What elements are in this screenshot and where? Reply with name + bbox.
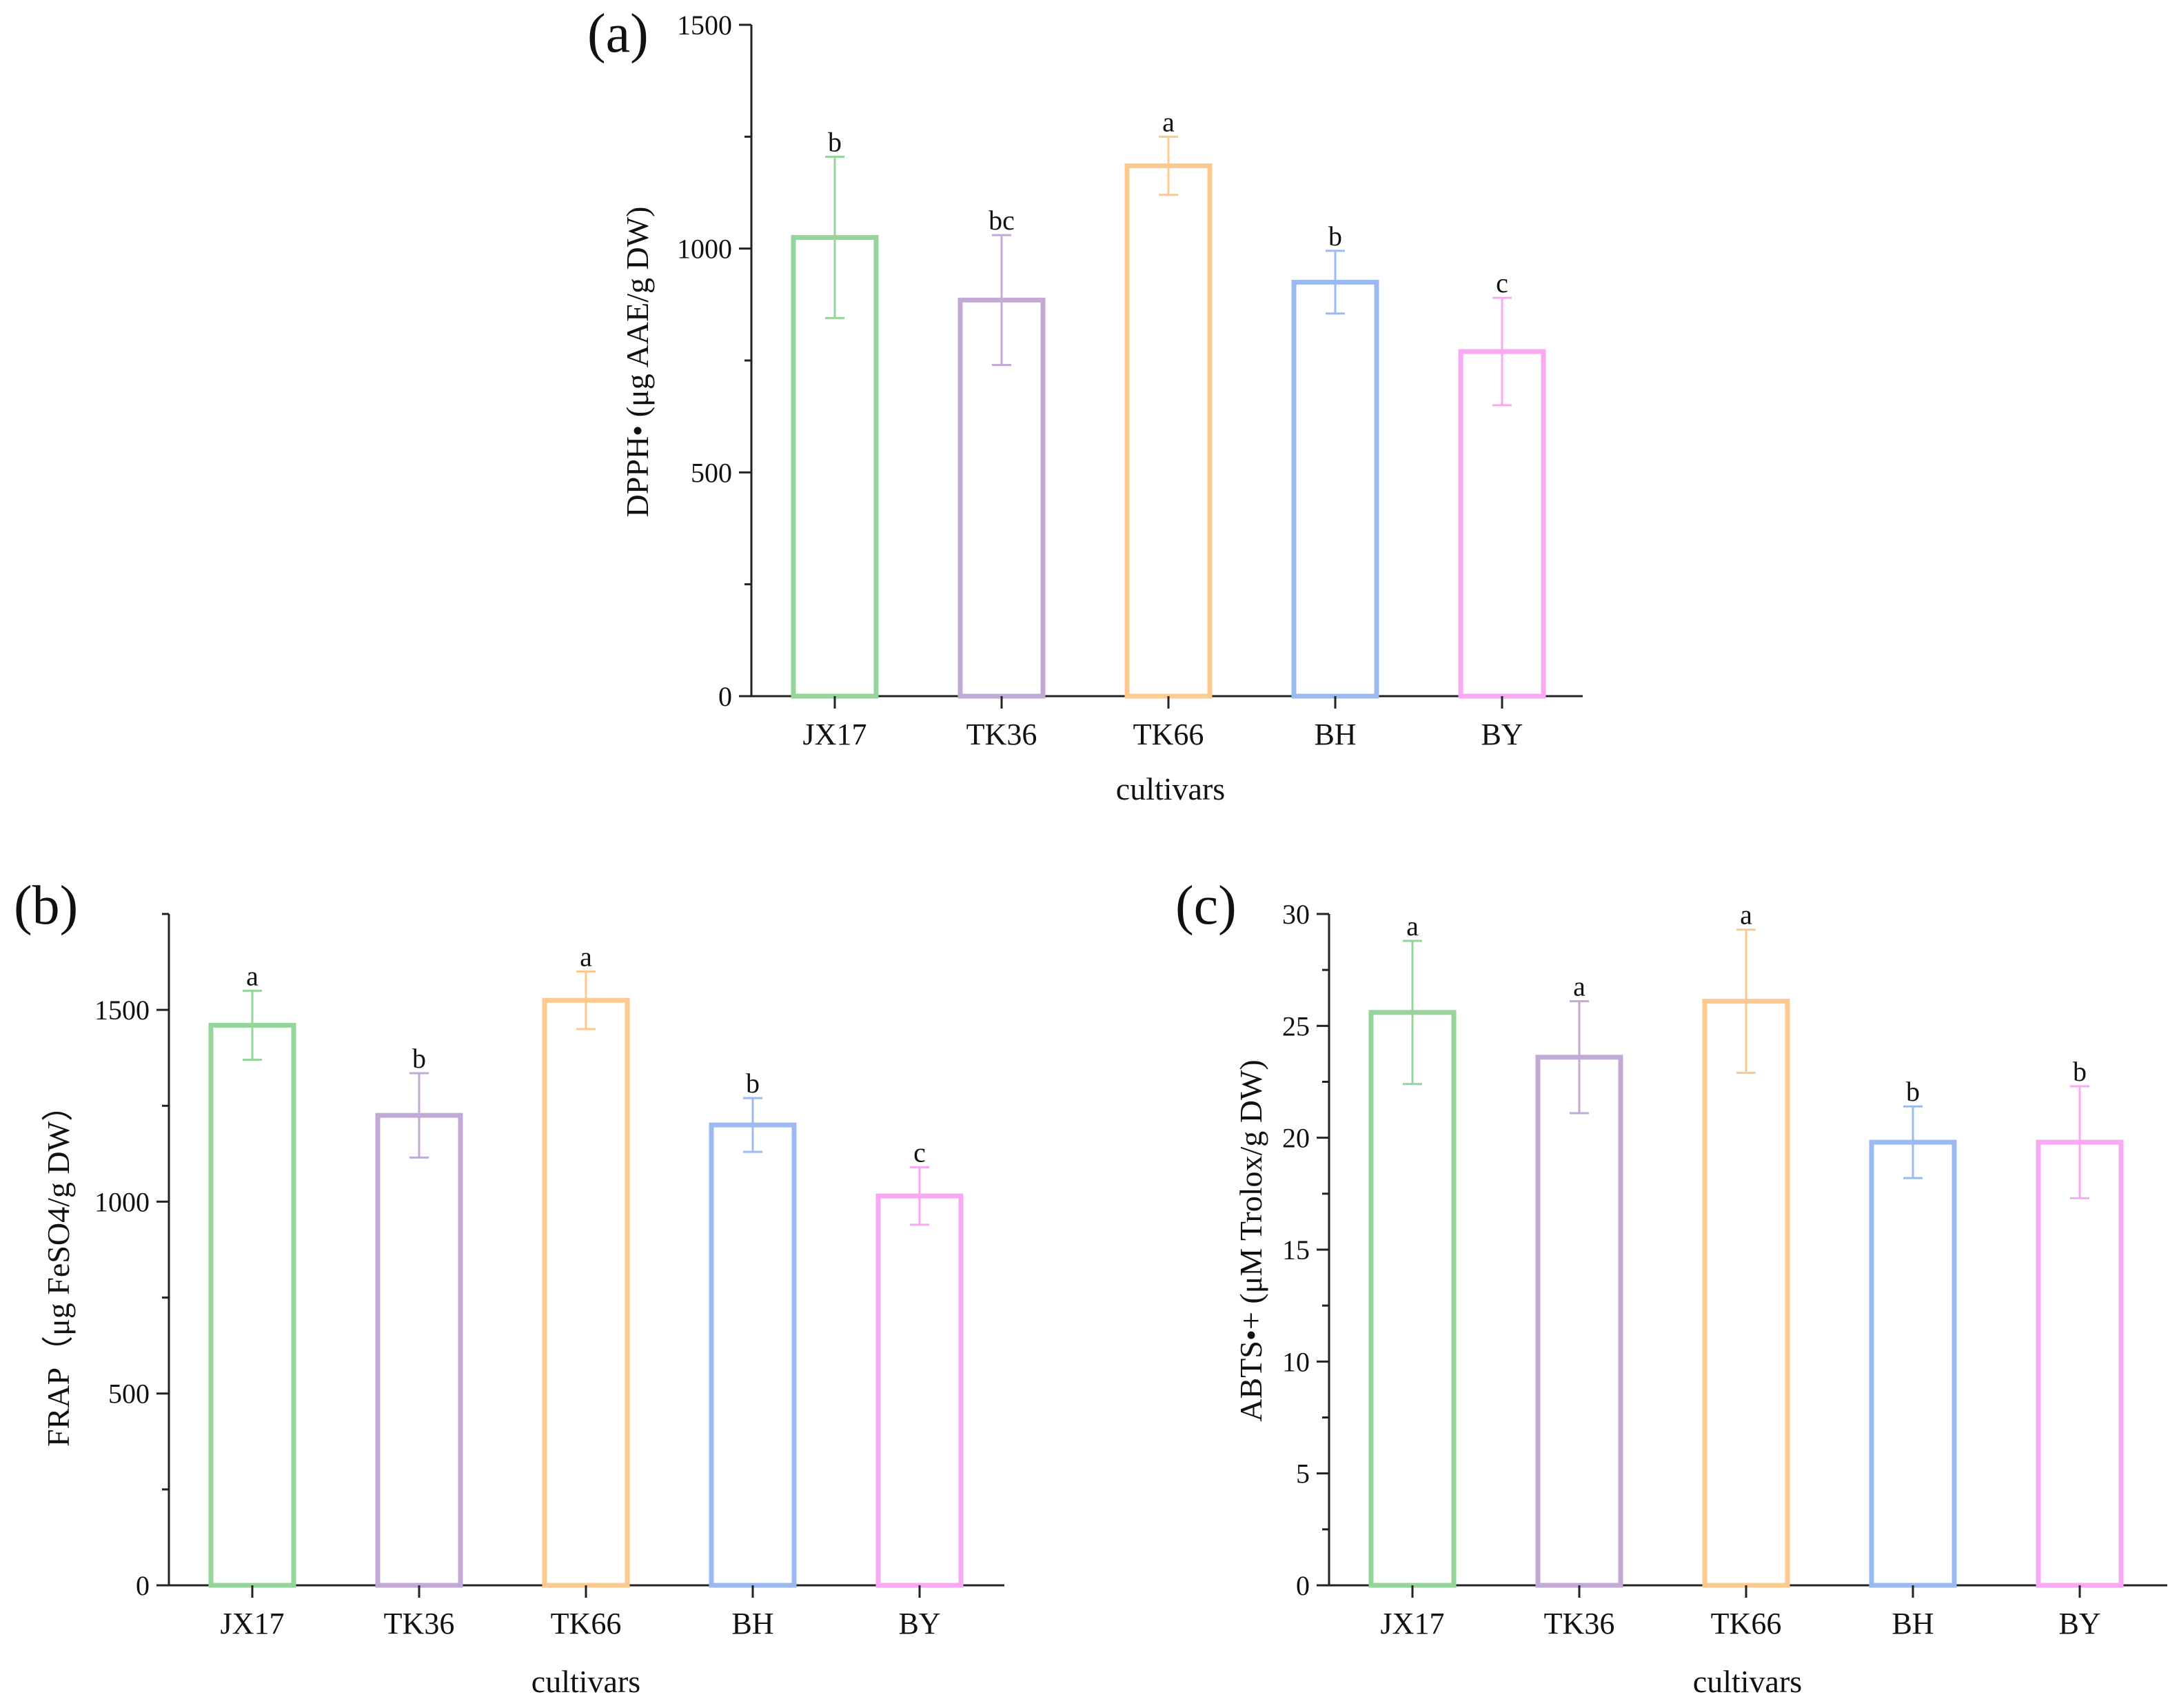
panel-c-x-tick-label: BH	[1892, 1607, 1934, 1640]
panel-c-y-tick-label: 20	[1282, 1123, 1310, 1154]
panel-a-y-tick-label: 1000	[677, 234, 732, 265]
panel-b-significance-label: a	[246, 960, 259, 991]
panel-b-y-axis-title: FRAP（μg FeSO4/g DW）	[41, 1090, 76, 1447]
panel-b-y-tick-label: 500	[108, 1379, 150, 1410]
panel-b-significance-label: b	[746, 1068, 760, 1099]
panel-c-x-tick-label: JX17	[1381, 1607, 1445, 1640]
panel-c-bar-bh	[1869, 1139, 1957, 1588]
panel-b-y-tick-label: 0	[136, 1570, 150, 1601]
panel-a-y-tick-label: 500	[691, 457, 732, 488]
panel-c-label: (c)	[1175, 875, 1237, 936]
panel-a-x-tick-label: BH	[1314, 718, 1356, 751]
panel-b: (b) FRAP（μg FeSO4/g DW） cultivars 0 500 10…	[14, 875, 1004, 1699]
panel-c-y-tick-label: 10	[1282, 1346, 1310, 1377]
panel-c-bar-tk36	[1535, 1055, 1623, 1588]
panel-a-significance-label: a	[1162, 106, 1175, 137]
panel-b-bar-bh	[709, 1122, 797, 1588]
panel-a-y-axis-title: DPPH• (μg AAE/g DW)	[620, 207, 655, 518]
panel-b-bar-by	[875, 1193, 964, 1588]
panel-c-significance-label: b	[1906, 1076, 1920, 1107]
panel-c-y-tick-label: 30	[1282, 899, 1310, 930]
panel-c-significance-label: b	[2073, 1056, 2087, 1087]
panel-c-y-tick-label: 0	[1296, 1570, 1310, 1601]
panel-a-x-tick-label: TK36	[966, 718, 1037, 751]
panel-c-x-tick-label: TK66	[1711, 1607, 1782, 1640]
panel-b-x-tick-label: JX17	[221, 1607, 285, 1640]
panel-b-y-tick-label: 1500	[94, 995, 150, 1026]
panel-b-x-tick-label: BH	[731, 1607, 773, 1640]
panel-a-y-tick-label: 1500	[677, 10, 732, 41]
panel-c-bar-jx17	[1368, 1010, 1457, 1588]
panel-a-y-tick-label: 0	[718, 681, 732, 712]
panel-a-significance-label: b	[828, 127, 842, 158]
panel-c-y-axis-title: ABTS•+ (μM Trolox/g DW)	[1233, 1059, 1268, 1422]
panel-a-x-axis-title: cultivars	[1116, 771, 1225, 806]
panel-b-y-tick-label: 1000	[94, 1186, 150, 1217]
panel-a-bar-bh	[1291, 279, 1379, 699]
panel-c-significance-label: a	[1740, 899, 1752, 931]
panel-a-significance-label: b	[1328, 221, 1342, 252]
panel-a-x-tick-label: BY	[1481, 718, 1523, 751]
panel-b-significance-label: a	[580, 941, 592, 972]
panel-c-y-tick-label: 25	[1282, 1010, 1310, 1041]
panel-b-label: (b)	[14, 875, 78, 936]
panel-a-x-tick-label: TK66	[1133, 718, 1204, 751]
panel-b-x-tick-label: TK66	[551, 1607, 622, 1640]
panel-b-bar-jx17	[208, 1022, 296, 1588]
panel-c-significance-label: a	[1406, 911, 1419, 942]
panel-a-significance-label: bc	[989, 205, 1015, 236]
panel-a: (a) DPPH• (μg AAE/g DW) cultivars 0 500 10…	[587, 3, 1583, 806]
panel-c-bar-by	[2036, 1139, 2124, 1588]
panel-a-significance-label: c	[1496, 267, 1508, 298]
panel-c: (c) ABTS•+ (μM Trolox/g DW) cultivars 0 5…	[1175, 875, 2167, 1699]
panel-a-x-tick-label: JX17	[803, 718, 867, 751]
panel-b-x-tick-label: TK36	[384, 1607, 455, 1640]
panel-a-bar-tk66	[1124, 163, 1213, 699]
panel-c-x-tick-label: TK36	[1544, 1607, 1615, 1640]
panel-c-bar-tk66	[1702, 999, 1790, 1588]
panel-b-significance-label: b	[412, 1043, 426, 1074]
panel-a-label: (a)	[587, 3, 649, 64]
panel-b-bar-tk36	[375, 1112, 463, 1588]
panel-b-x-tick-label: BY	[898, 1607, 940, 1640]
panel-c-y-tick-label: 15	[1282, 1234, 1310, 1265]
panel-c-x-tick-label: BY	[2058, 1607, 2100, 1640]
panel-b-x-axis-title: cultivars	[531, 1664, 640, 1699]
panel-b-significance-label: c	[913, 1137, 926, 1168]
panel-c-x-axis-title: cultivars	[1693, 1664, 1802, 1699]
panel-c-significance-label: a	[1573, 971, 1585, 1002]
panel-b-bar-tk66	[542, 997, 630, 1588]
panel-c-y-tick-label: 5	[1296, 1458, 1310, 1490]
